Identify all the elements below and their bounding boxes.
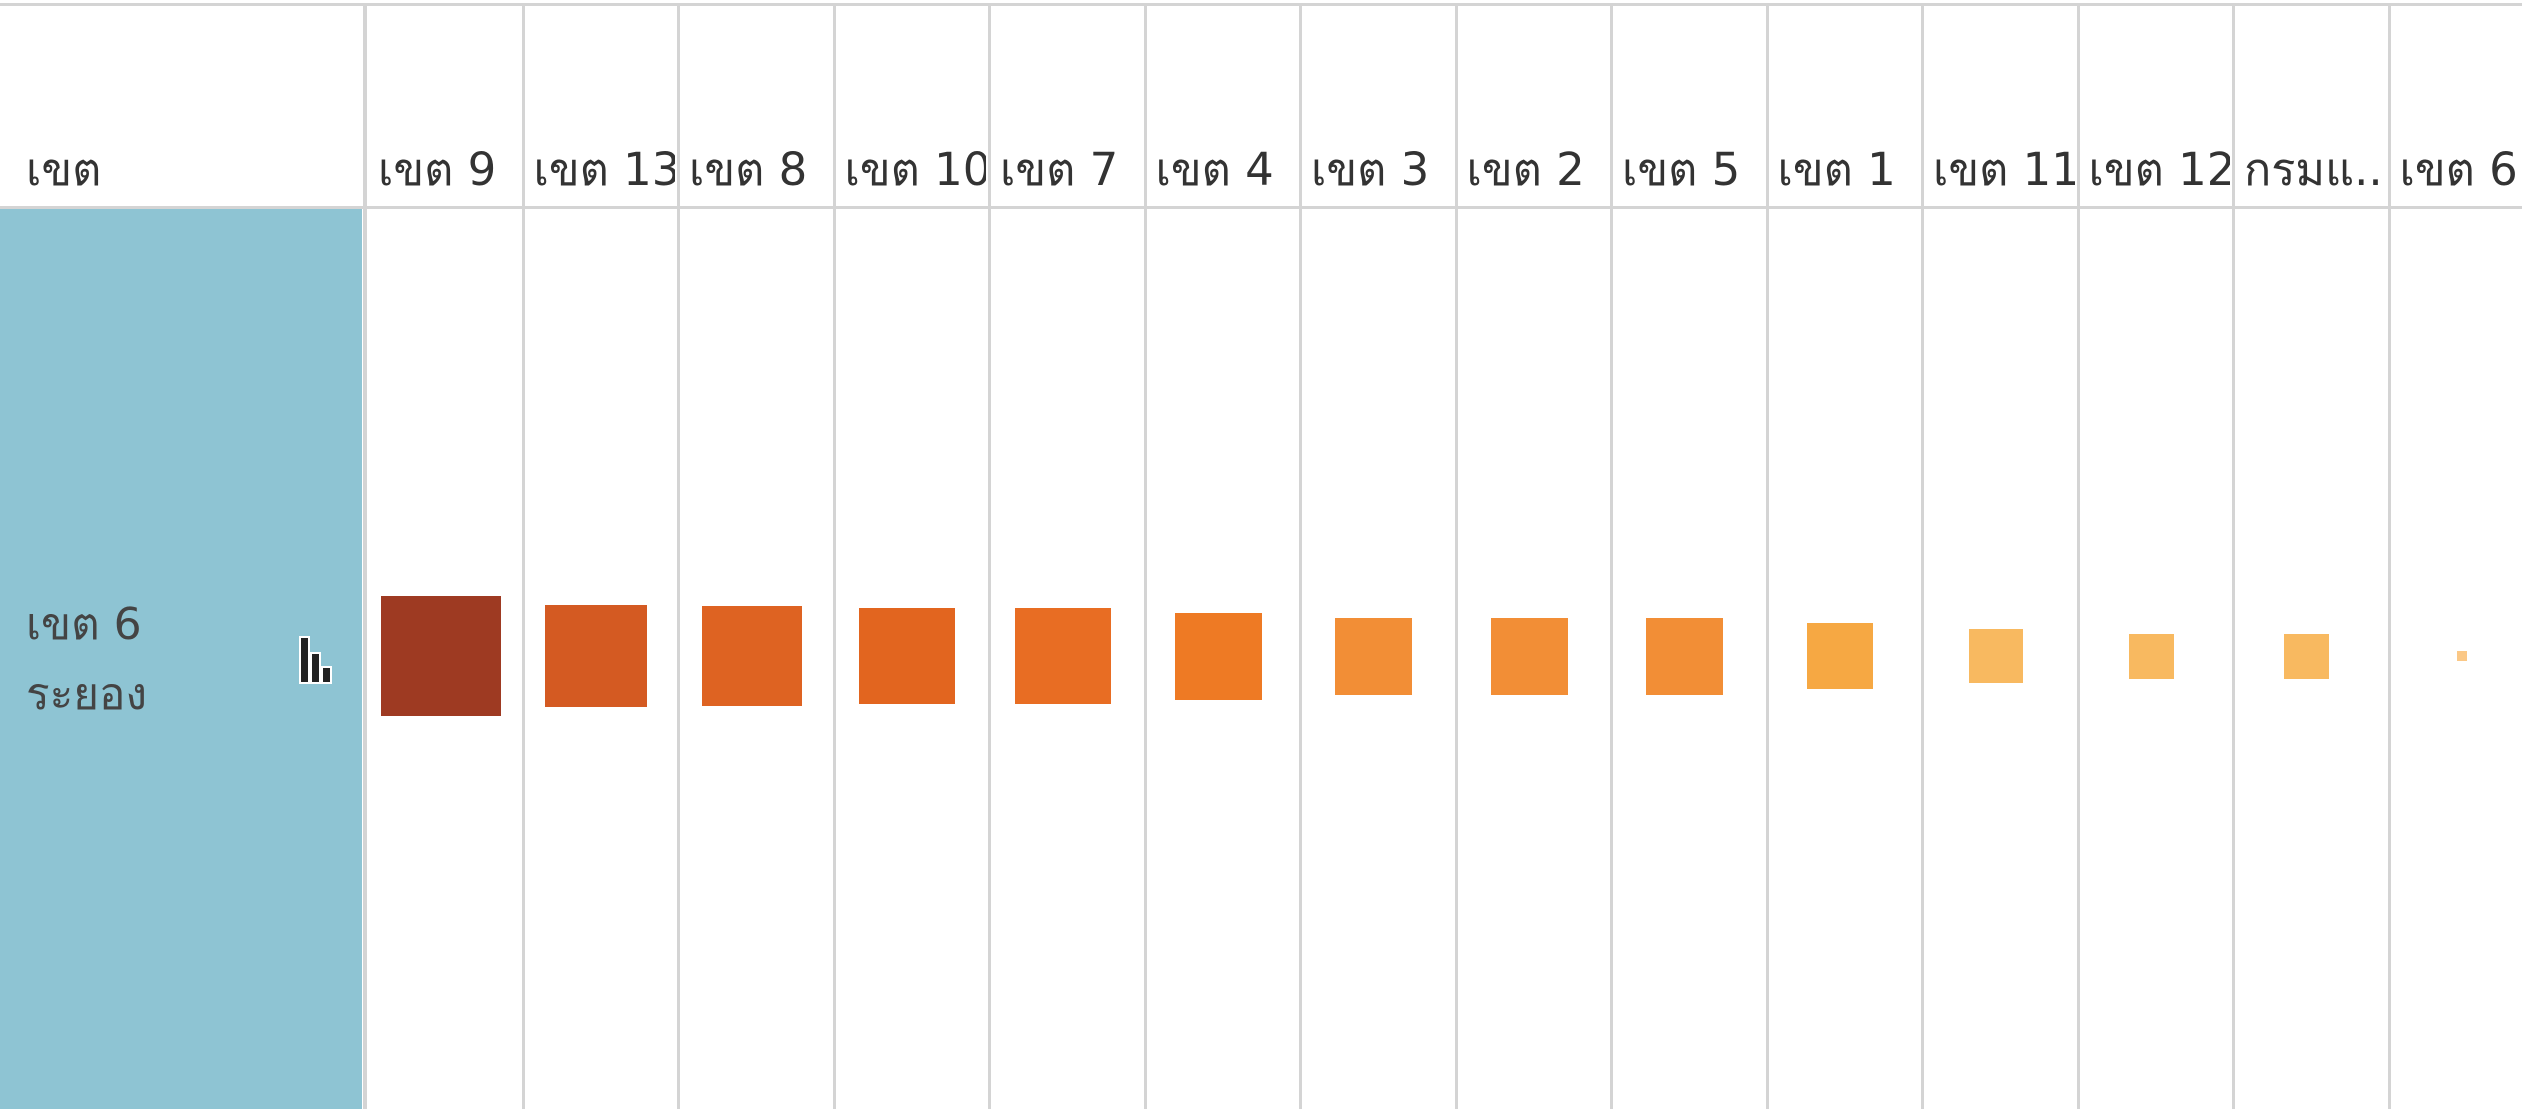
bar-chart-icon[interactable] <box>298 632 354 688</box>
column-divider <box>1144 3 1147 1109</box>
column-header[interactable]: เขต 13 <box>533 143 676 196</box>
column-header[interactable]: เขต 3 <box>1311 143 1430 196</box>
heatmap-square[interactable] <box>1646 618 1723 695</box>
heatmap-square[interactable] <box>859 608 955 704</box>
column-header[interactable]: เขต 12 <box>2088 143 2231 196</box>
column-divider <box>2077 3 2080 1109</box>
heatmap-square[interactable] <box>1175 613 1262 700</box>
row-label[interactable]: เขต 6 ระยอง <box>26 590 147 730</box>
column-header[interactable]: เขต 9 <box>378 143 497 196</box>
column-divider <box>363 3 367 1109</box>
column-header[interactable]: เขต 7 <box>1000 143 1119 196</box>
top-border <box>0 3 2522 6</box>
column-header[interactable]: เขต 5 <box>1622 143 1741 196</box>
column-divider <box>1455 3 1458 1109</box>
heatmap-square[interactable] <box>2284 634 2329 679</box>
column-header[interactable]: เขต 4 <box>1155 143 1274 196</box>
column-header[interactable]: เขต 2 <box>1466 143 1585 196</box>
column-divider <box>988 3 991 1109</box>
heatmap-square[interactable] <box>2457 651 2467 661</box>
heatmap-square[interactable] <box>381 596 501 716</box>
column-divider <box>1921 3 1924 1109</box>
column-divider <box>1766 3 1769 1109</box>
row-dimension-header[interactable]: เขต <box>26 143 102 196</box>
column-divider <box>833 3 836 1109</box>
heatmap-square[interactable] <box>1015 608 1111 704</box>
column-divider <box>677 3 680 1109</box>
column-divider <box>1299 3 1302 1109</box>
heatmap-square[interactable] <box>2129 634 2174 679</box>
column-divider <box>2388 3 2391 1109</box>
column-header[interactable]: เขต 8 <box>689 143 808 196</box>
column-header[interactable]: เขต 10 <box>844 143 987 196</box>
column-header[interactable]: เขต 1 <box>1777 143 1896 196</box>
header-divider <box>0 206 2522 209</box>
heatmap-square[interactable] <box>1969 629 2023 683</box>
column-header[interactable]: เขต 11 <box>1933 143 2075 196</box>
column-header[interactable]: กรมแ.. <box>2244 143 2383 196</box>
row-label-line2: ระยอง <box>26 669 147 720</box>
heatmap-square[interactable] <box>545 605 647 707</box>
heatmap-square[interactable] <box>1335 618 1412 695</box>
heatmap-square[interactable] <box>1807 623 1873 689</box>
heatmap-square[interactable] <box>1491 618 1568 695</box>
heatmap-square[interactable] <box>702 606 802 706</box>
row-label-line1: เขต 6 <box>26 599 142 650</box>
column-divider <box>522 3 525 1109</box>
column-header[interactable]: เขต 6 <box>2399 143 2518 196</box>
column-divider <box>1610 3 1613 1109</box>
column-divider <box>2232 3 2235 1109</box>
